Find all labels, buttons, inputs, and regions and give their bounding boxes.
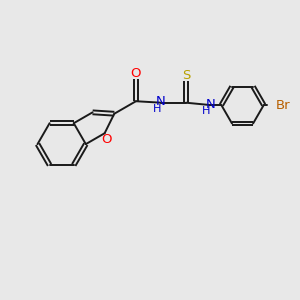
Text: H: H: [202, 106, 210, 116]
Text: O: O: [131, 67, 141, 80]
Text: S: S: [182, 69, 190, 82]
Text: Br: Br: [275, 99, 290, 112]
Text: N: N: [156, 95, 166, 108]
Text: N: N: [205, 98, 215, 111]
Text: H: H: [153, 104, 161, 114]
Text: O: O: [101, 133, 111, 146]
